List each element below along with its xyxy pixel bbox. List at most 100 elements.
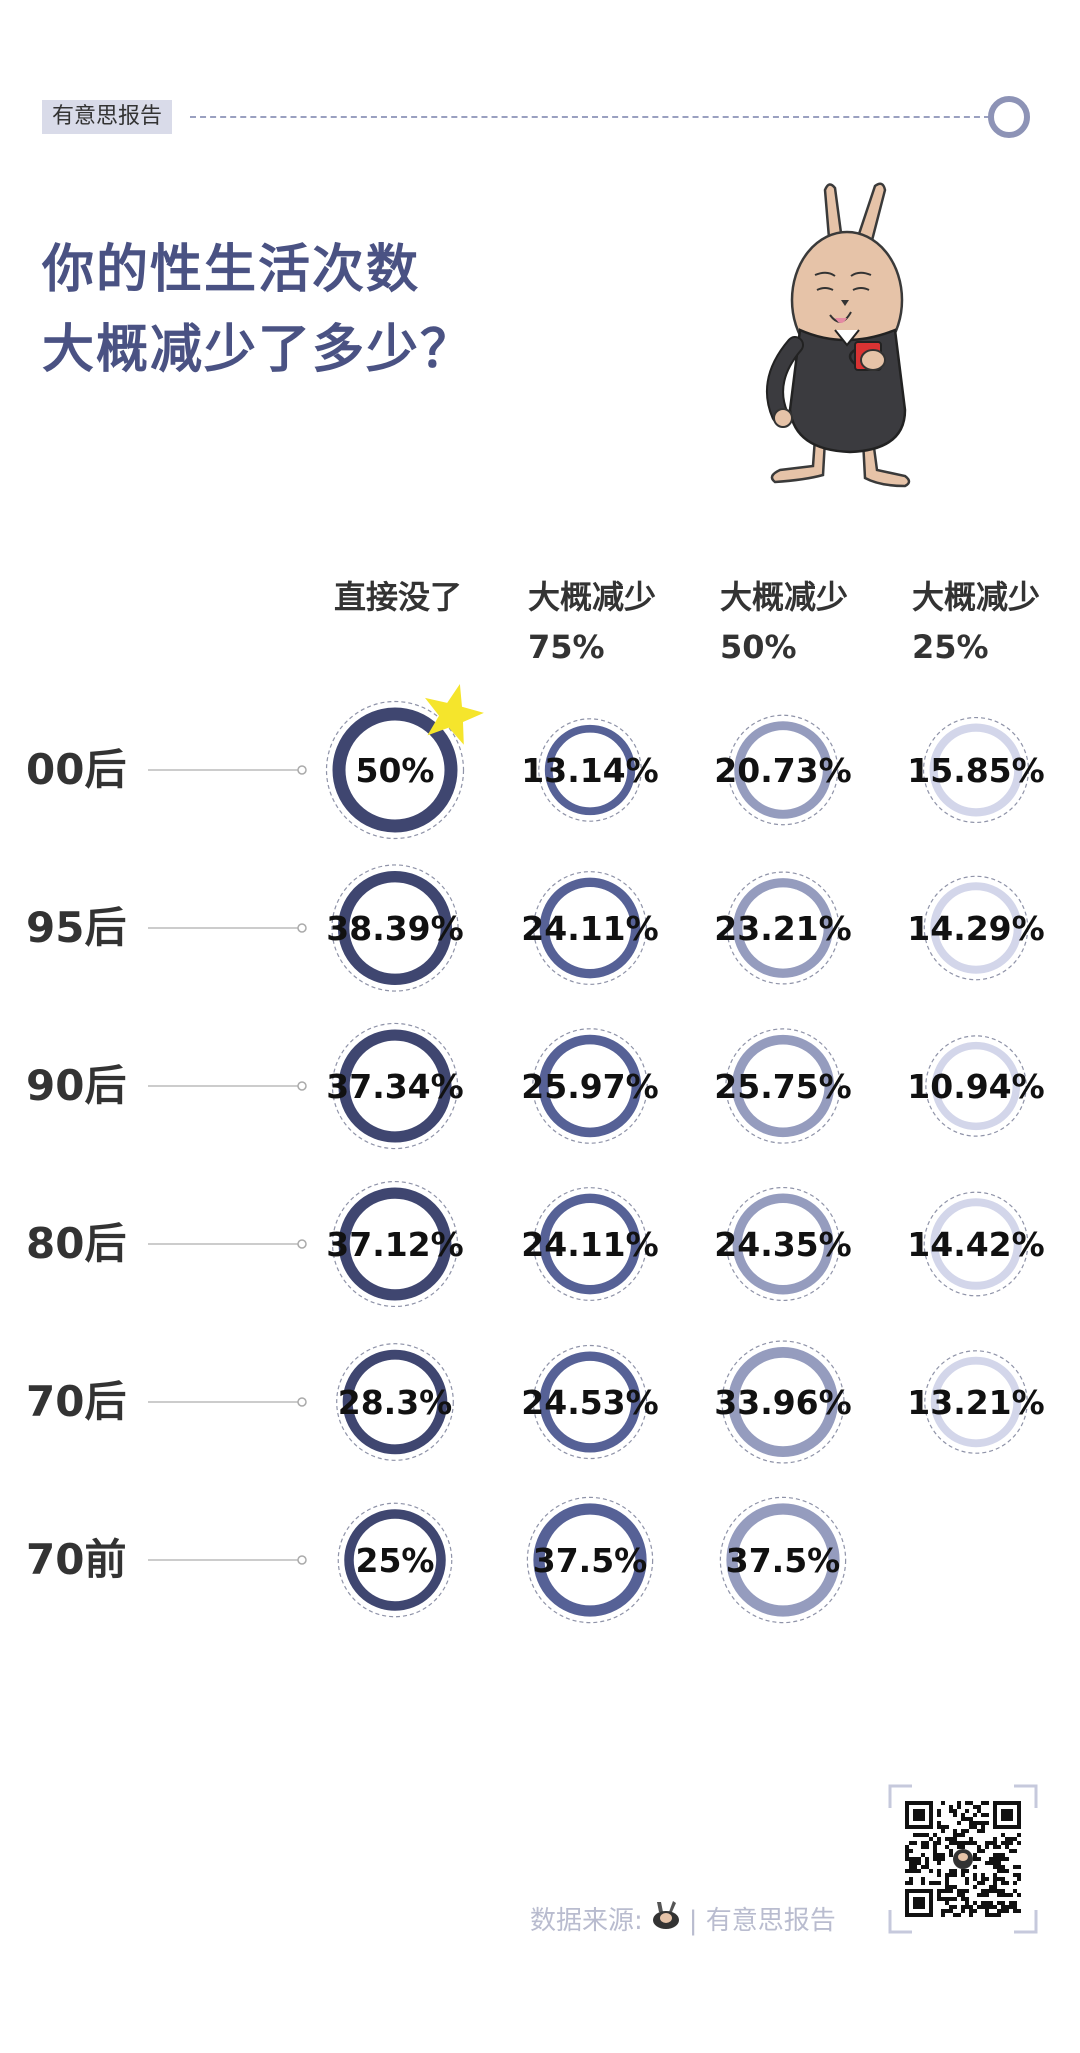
row-label-4: 80后 — [26, 1219, 126, 1268]
row-connector-dot — [297, 923, 307, 933]
row-label-3: 90后 — [26, 1061, 126, 1110]
value-label-r2-c3: 23.21% — [714, 909, 851, 948]
value-circle-r1-c4 — [929, 723, 1023, 817]
value-label-r3-c3: 25.75% — [714, 1067, 851, 1106]
row-label-5: 70后 — [26, 1377, 126, 1426]
value-circle-dashed-outline — [533, 871, 647, 985]
value-circle-dashed-outline — [325, 700, 465, 840]
circle-grid-chart: 直接没了 大概减少 75% 大概减少 50% 大概减少 25% 00后 50% 13.14% 20.… — [26, 578, 1045, 1624]
value-circle-r2-c3 — [733, 878, 833, 978]
value-label-r1-c3: 20.73% — [714, 751, 851, 790]
value-label-r6-c3: 37.5% — [726, 1541, 841, 1580]
value-circle-dashed-outline — [721, 1340, 845, 1464]
value-circle-dashed-outline — [719, 1496, 847, 1624]
value-circle-dashed-outline — [538, 718, 642, 822]
title-line-2: 大概减少了多少？ — [42, 320, 475, 380]
data-source: 数据来源: | 有意思报告 — [530, 1900, 836, 1937]
value-circle-r4-c1 — [338, 1187, 452, 1301]
value-circle-dashed-outline — [924, 1350, 1028, 1454]
value-circle-dashed-outline — [925, 1035, 1027, 1137]
value-circle-dashed-outline — [922, 716, 1030, 824]
value-circle-dashed-outline — [923, 875, 1029, 981]
value-label-r3-c2: 25.97% — [521, 1067, 658, 1106]
value-circle-dashed-outline — [725, 1186, 841, 1302]
value-label-r5-c3: 33.96% — [714, 1383, 851, 1422]
value-circle-dashed-outline — [532, 1028, 648, 1144]
value-circle-r6-c2 — [533, 1503, 647, 1617]
value-circle-r3-c4 — [931, 1041, 1021, 1131]
value-circle-r6-c3 — [726, 1503, 840, 1617]
value-circle-dashed-outline — [726, 871, 840, 985]
column-header-3-line-2: 50% — [720, 628, 797, 666]
value-label-r5-c1: 28.3% — [338, 1383, 453, 1422]
row-connector-dot — [297, 765, 307, 775]
value-label-r6-c1: 25% — [356, 1541, 435, 1580]
value-circle-r3-c1 — [338, 1029, 452, 1143]
row-label-2: 95后 — [26, 903, 126, 952]
title-line-1: 你的性生活次数 — [42, 240, 421, 300]
value-circle-dashed-outline — [336, 1343, 454, 1461]
row-connector-dot — [297, 1081, 307, 1091]
brand-tag: 有意思报告 — [42, 100, 173, 134]
value-label-r6-c2: 37.5% — [533, 1541, 648, 1580]
value-circle-r2-c4 — [930, 882, 1022, 974]
value-circle-dashed-outline — [331, 864, 459, 992]
value-circle-r4-c3 — [732, 1193, 834, 1295]
value-circle-r5-c4 — [930, 1356, 1022, 1448]
value-circle-dashed-outline — [727, 714, 839, 826]
value-circle-r2-c1 — [337, 870, 453, 986]
value-circle-r6-c1 — [344, 1509, 446, 1611]
value-label-r4-c2: 24.11% — [521, 1225, 658, 1264]
header-dashed-line — [190, 116, 990, 118]
value-label-r2-c2: 24.11% — [521, 909, 658, 948]
row-label-1: 00后 — [26, 745, 126, 794]
column-header-3-line-1: 大概减少 — [720, 578, 848, 616]
value-circle-r5-c3 — [728, 1347, 838, 1457]
value-label-r4-c3: 24.35% — [714, 1225, 851, 1264]
value-circle-dashed-outline — [923, 1191, 1029, 1297]
source-brand: | 有意思报告 — [688, 1906, 836, 1936]
value-circle-r1-c3 — [734, 721, 832, 819]
value-label-r5-c4: 13.21% — [907, 1383, 1044, 1422]
value-circle-dashed-outline — [532, 1344, 648, 1460]
star-icon — [425, 684, 484, 745]
value-label-r1-c4: 15.85% — [907, 751, 1044, 790]
source-label: 数据来源: — [530, 1906, 643, 1936]
value-circle-r1-c1 — [332, 707, 458, 833]
value-circle-r1-c2 — [544, 724, 636, 816]
value-label-r2-c4: 14.29% — [907, 909, 1044, 948]
value-circle-r5-c2 — [539, 1351, 641, 1453]
column-header-2-line-2: 75% — [528, 628, 605, 666]
column-header-1-line-1: 直接没了 — [334, 578, 462, 616]
value-circle-dashed-outline — [533, 1187, 647, 1301]
value-label-r5-c2: 24.53% — [521, 1383, 658, 1422]
value-circle-dashed-outline — [331, 1022, 459, 1150]
value-label-r1-c1: 50% — [356, 751, 435, 790]
value-label-r4-c4: 14.42% — [907, 1225, 1044, 1264]
value-circle-r3-c3 — [731, 1034, 835, 1138]
qr-code-icon — [888, 1784, 1038, 1938]
value-circle-r4-c2 — [539, 1193, 641, 1295]
value-circle-r2-c2 — [539, 877, 641, 979]
value-circle-dashed-outline — [725, 1028, 841, 1144]
value-circle-dashed-outline — [337, 1502, 453, 1618]
column-header-4-line-2: 25% — [912, 628, 989, 666]
mini-rabbit-logo-icon — [649, 1900, 683, 1937]
value-circle-r4-c4 — [930, 1198, 1022, 1290]
value-label-r3-c1: 37.34% — [326, 1067, 463, 1106]
value-circle-r5-c1 — [342, 1349, 448, 1455]
row-connector-dot — [297, 1555, 307, 1565]
value-circle-r3-c2 — [538, 1034, 642, 1138]
column-header-4-line-1: 大概减少 — [912, 578, 1040, 616]
column-header-2-line-1: 大概减少 — [528, 578, 656, 616]
rabbit-with-coffee-mug-icon — [755, 180, 955, 494]
value-label-r2-c1: 38.39% — [326, 909, 463, 948]
value-label-r1-c2: 13.14% — [521, 751, 658, 790]
value-label-r3-c4: 10.94% — [907, 1067, 1044, 1106]
page-title: 你的性生活次数 大概减少了多少？ — [42, 230, 474, 390]
row-label-6: 70前 — [26, 1535, 126, 1584]
value-label-r4-c1: 37.12% — [326, 1225, 463, 1264]
value-circle-dashed-outline — [526, 1496, 654, 1624]
row-connector-dot — [297, 1397, 307, 1407]
header-end-ring — [988, 96, 1030, 138]
